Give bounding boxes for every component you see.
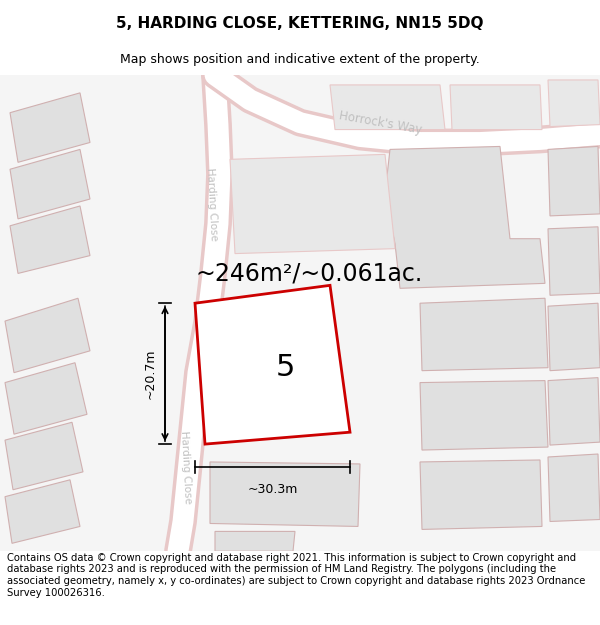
Text: ~246m²/~0.061ac.: ~246m²/~0.061ac. (195, 261, 422, 286)
Text: 5, HARDING CLOSE, KETTERING, NN15 5DQ: 5, HARDING CLOSE, KETTERING, NN15 5DQ (116, 16, 484, 31)
Polygon shape (548, 227, 600, 295)
Polygon shape (420, 381, 548, 450)
Polygon shape (230, 154, 395, 254)
Text: 5: 5 (275, 353, 295, 382)
Polygon shape (420, 298, 548, 371)
Polygon shape (450, 85, 542, 129)
Polygon shape (385, 146, 545, 288)
Polygon shape (330, 85, 445, 129)
Polygon shape (420, 460, 542, 529)
Polygon shape (215, 531, 295, 551)
Polygon shape (5, 298, 90, 372)
Polygon shape (5, 422, 83, 490)
Polygon shape (5, 362, 87, 434)
Polygon shape (10, 93, 90, 162)
Polygon shape (548, 378, 600, 445)
Text: ~20.7m: ~20.7m (144, 348, 157, 399)
Text: Harding Close: Harding Close (205, 168, 219, 241)
Polygon shape (10, 149, 90, 219)
Polygon shape (548, 454, 600, 521)
Text: Map shows position and indicative extent of the property.: Map shows position and indicative extent… (120, 52, 480, 66)
Text: Harding Close: Harding Close (179, 430, 193, 504)
Polygon shape (548, 303, 600, 371)
Polygon shape (548, 146, 600, 216)
Text: ~30.3m: ~30.3m (247, 482, 298, 496)
Text: Contains OS data © Crown copyright and database right 2021. This information is : Contains OS data © Crown copyright and d… (7, 552, 586, 598)
Polygon shape (5, 480, 80, 543)
Polygon shape (195, 286, 350, 444)
Polygon shape (10, 206, 90, 274)
Polygon shape (210, 462, 360, 526)
Polygon shape (548, 80, 600, 127)
Text: Horrock's Way: Horrock's Way (338, 109, 422, 136)
